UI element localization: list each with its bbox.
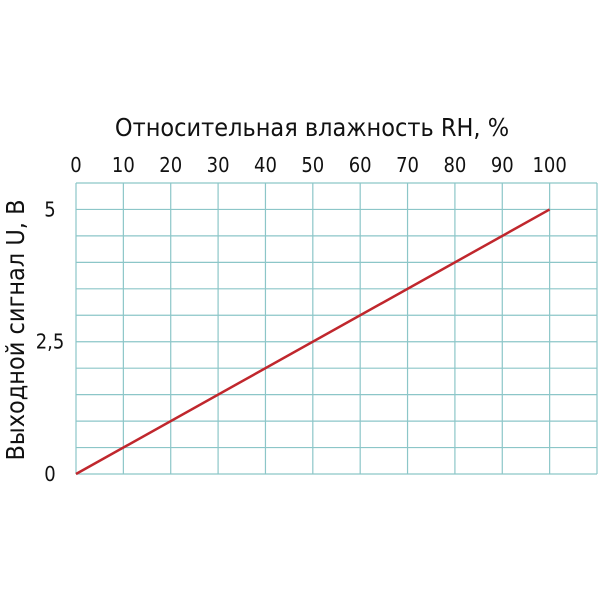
series-line xyxy=(75,208,551,476)
x-tick-label: 100 xyxy=(532,153,566,177)
y-axis-title: Выходной сигнал U, В xyxy=(1,199,30,460)
x-tick-labels: 0 10 20 30 40 50 60 70 80 90 100 xyxy=(70,153,567,177)
x-tick-label: 90 xyxy=(491,153,514,177)
y-tick-labels: 02,55 xyxy=(36,197,65,486)
x-tick-label: 40 xyxy=(254,153,277,177)
series xyxy=(75,208,551,476)
x-tick-label: 50 xyxy=(301,153,324,177)
x-tick-label: 0 xyxy=(70,153,81,177)
y-tick-label: 2,5 xyxy=(36,330,65,354)
y-tick-label: 0 xyxy=(44,462,55,486)
x-tick-label: 20 xyxy=(159,153,182,177)
x-axis-title: Относительная влажность RH, % xyxy=(115,113,509,142)
grid xyxy=(75,182,598,475)
x-tick-label: 80 xyxy=(443,153,466,177)
x-tick-label: 60 xyxy=(349,153,372,177)
x-tick-label: 70 xyxy=(396,153,419,177)
y-tick-label: 5 xyxy=(44,197,55,221)
x-tick-label: 10 xyxy=(112,153,135,177)
x-tick-label: 30 xyxy=(207,153,230,177)
